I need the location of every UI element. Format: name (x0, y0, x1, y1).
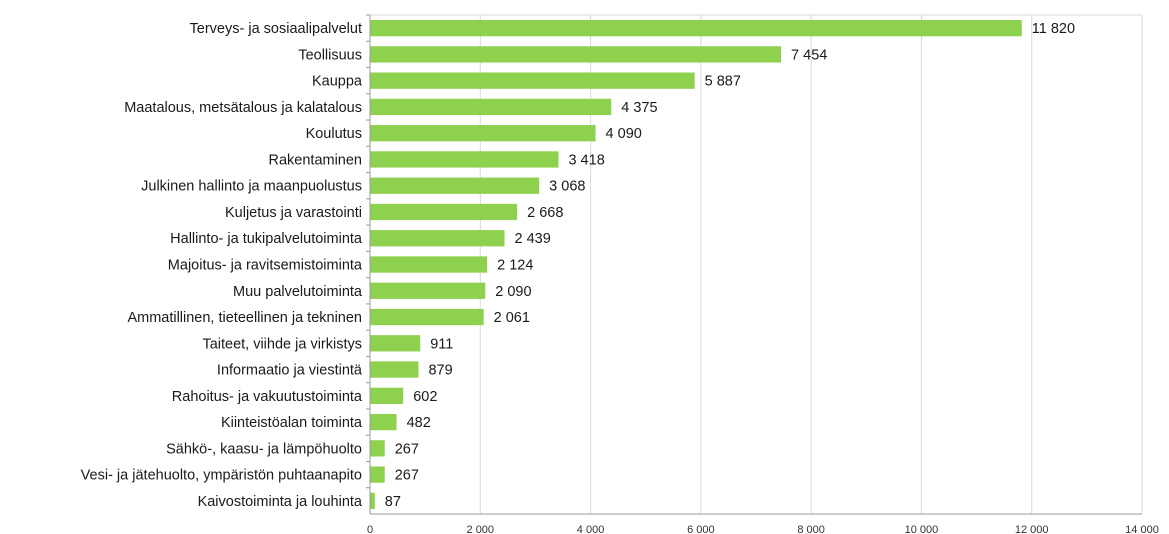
bar (370, 387, 404, 404)
category-label: Informaatio ja viestintä (217, 363, 363, 379)
value-label: 4 375 (621, 100, 657, 116)
bar (370, 177, 540, 194)
x-tick-label: 10 000 (905, 524, 939, 534)
bars (370, 19, 1022, 510)
bar (370, 282, 486, 299)
category-label: Rakentaminen (269, 152, 363, 168)
value-label: 2 439 (514, 231, 550, 247)
bar (370, 230, 505, 247)
bar (370, 151, 559, 168)
bar (370, 98, 612, 116)
bar (370, 19, 1022, 37)
category-label: Sähkö-, kaasu- ja lämpöhuolto (166, 441, 362, 457)
value-label: 602 (413, 389, 437, 405)
bar (370, 440, 385, 457)
bar (370, 256, 488, 273)
category-label: Hallinto- ja tukipalvelutoiminta (170, 231, 363, 247)
value-label: 2 668 (527, 205, 563, 221)
value-label: 2 124 (497, 258, 533, 274)
category-label: Muu palvelutoiminta (233, 284, 363, 300)
category-label: Maatalous, metsätalous ja kalatalous (124, 100, 362, 116)
value-label: 7 454 (791, 47, 827, 63)
bar (370, 361, 419, 378)
value-label: 5 887 (705, 74, 741, 90)
x-tick-label: 6 000 (687, 524, 715, 534)
category-label: Kauppa (312, 74, 363, 90)
labels: 0 2 000 4 000 6 000 8 000 10 000 12 000 14 000 T… (81, 21, 1159, 534)
gridlines (370, 14, 1143, 514)
bar (370, 413, 397, 431)
value-label: 2 061 (494, 310, 530, 326)
x-tick-label: 14 000 (1125, 524, 1159, 534)
axes (366, 14, 1142, 515)
category-label: Teollisuus (298, 47, 362, 63)
category-label: Julkinen hallinto ja maanpuolustus (141, 179, 362, 195)
bar (370, 492, 375, 510)
value-label: 4 090 (606, 126, 642, 142)
category-label: Kiinteistöalan toiminta (221, 415, 363, 431)
bar (370, 203, 518, 221)
bar (370, 125, 596, 142)
category-label: Majoitus- ja ravitsemistoiminta (168, 258, 363, 274)
category-label: Ammatillinen, tieteellinen ja tekninen (127, 310, 362, 326)
value-label: 482 (407, 415, 431, 431)
category-label: Kuljetus ja varastointi (225, 205, 362, 221)
bar (370, 46, 782, 63)
value-label: 911 (430, 336, 453, 352)
value-label: 267 (395, 441, 419, 457)
value-label: 879 (428, 363, 452, 379)
bar (370, 466, 385, 483)
bar (370, 335, 421, 352)
x-tick-label: 0 (367, 524, 373, 534)
category-label: Taiteet, viihde ja virkistys (202, 336, 362, 352)
x-tick-label: 4 000 (577, 524, 605, 534)
value-label: 2 090 (495, 284, 531, 300)
value-label: 87 (385, 494, 401, 510)
x-tick-label: 8 000 (797, 524, 825, 534)
category-label: Kaivostoiminta ja louhinta (198, 494, 363, 510)
category-label: Vesi- ja jätehuolto, ympäristön puhtaana… (81, 468, 362, 484)
x-tick-label: 12 000 (1015, 524, 1049, 534)
value-label: 267 (395, 468, 419, 484)
value-label: 3 068 (549, 179, 585, 195)
bar (370, 72, 695, 89)
x-tick-label: 2 000 (467, 524, 495, 534)
category-label: Rahoitus- ja vakuutustoiminta (172, 389, 363, 405)
category-label: Terveys- ja sosiaalipalvelut (190, 21, 362, 37)
value-label: 3 418 (568, 152, 604, 168)
bar (370, 308, 484, 326)
category-label: Koulutus (306, 126, 362, 142)
value-label: 11 820 (1032, 21, 1075, 37)
